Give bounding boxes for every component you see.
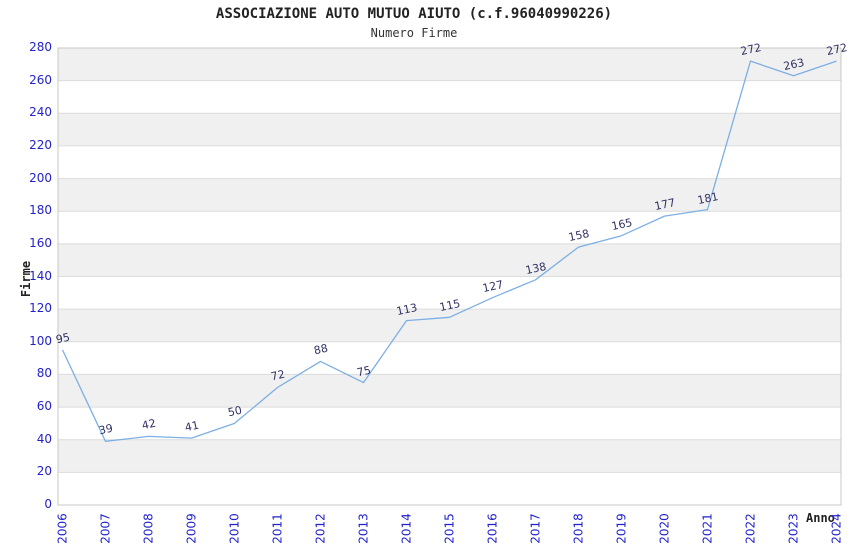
plot-band — [58, 113, 841, 146]
x-tick-2020: 2020 — [657, 513, 672, 544]
x-tick-2010: 2010 — [227, 513, 242, 544]
y-tick-220: 220 — [29, 138, 52, 152]
y-tick-120: 120 — [29, 301, 52, 315]
x-tick-2011: 2011 — [270, 513, 285, 544]
x-tick-2016: 2016 — [485, 513, 500, 544]
y-tick-40: 40 — [36, 432, 52, 446]
plot-band — [58, 243, 841, 277]
x-tick-2018: 2018 — [571, 513, 586, 544]
x-tick-2017: 2017 — [528, 513, 543, 544]
x-tick-2019: 2019 — [614, 513, 629, 544]
y-tick-240: 240 — [29, 105, 52, 119]
chart-title: ASSOCIAZIONE AUTO MUTUO AIUTO (c.f.96040… — [215, 6, 613, 22]
y-tick-260: 260 — [29, 73, 52, 87]
x-tick-2021: 2021 — [700, 513, 715, 544]
x-tick-2014: 2014 — [399, 513, 414, 544]
y-tick-100: 100 — [29, 334, 52, 348]
y-tick-280: 280 — [29, 40, 52, 54]
plot-band — [58, 48, 841, 81]
x-tick-2015: 2015 — [442, 513, 457, 544]
plot-band — [58, 374, 841, 408]
chart-subtitle: Numero Firme — [370, 26, 458, 40]
y-tick-60: 60 — [36, 399, 52, 413]
x-tick-2013: 2013 — [356, 513, 371, 544]
y-tick-140: 140 — [29, 269, 52, 283]
x-tick-2009: 2009 — [184, 513, 199, 544]
x-tick-2006: 2006 — [55, 513, 70, 544]
plot-border — [57, 47, 842, 506]
x-tick-2008: 2008 — [141, 513, 156, 544]
plot-band — [58, 309, 841, 342]
y-tick-80: 80 — [36, 366, 52, 380]
y-tick-180: 180 — [29, 203, 52, 217]
y-tick-0: 0 — [44, 497, 52, 511]
plot-band — [58, 178, 841, 212]
y-tick-200: 200 — [29, 171, 52, 185]
y-tick-20: 20 — [36, 464, 52, 478]
plot-band — [58, 439, 841, 473]
x-tick-2022: 2022 — [743, 513, 758, 544]
x-tick-2012: 2012 — [313, 513, 328, 544]
series-line — [61, 60, 837, 442]
x-tick-2024: 2024 — [829, 513, 844, 544]
x-tick-2023: 2023 — [786, 513, 801, 544]
y-tick-160: 160 — [29, 236, 52, 250]
x-tick-2007: 2007 — [98, 513, 113, 544]
x-axis-title: Anno — [806, 511, 835, 525]
